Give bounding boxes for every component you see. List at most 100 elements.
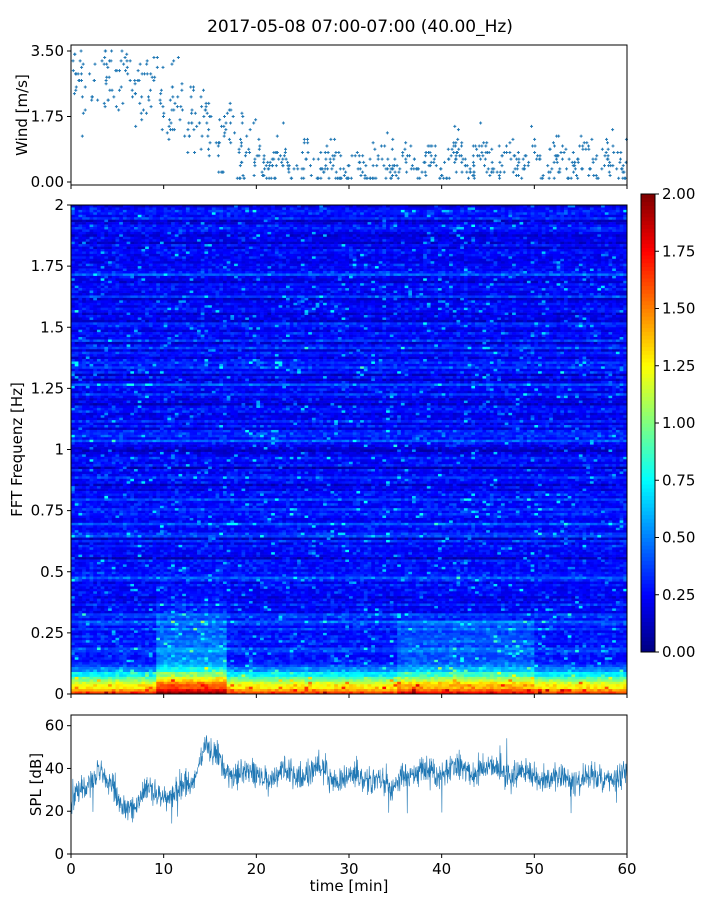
wind-point (477, 144, 481, 148)
spectrogram-cell (589, 268, 595, 272)
spectrogram-cell (326, 244, 331, 247)
spectrogram-cell (152, 212, 157, 216)
spectrogram-cell (608, 251, 613, 255)
spectrogram-cell (134, 239, 139, 242)
spectrogram-cell (248, 229, 254, 233)
spectrogram-cell (512, 258, 517, 262)
spectrogram-cell (111, 258, 116, 262)
spectrogram-cell (293, 231, 298, 235)
wind-point (334, 176, 338, 180)
spectrogram-cell (248, 261, 254, 264)
spectrogram-cell (571, 258, 576, 262)
spectrogram-cell (330, 244, 335, 247)
spectrogram-cell (423, 241, 428, 245)
spectrogram-cell (174, 249, 179, 252)
spectrogram-cell (167, 224, 172, 228)
wind-point (269, 176, 273, 180)
spectrogram-cell (415, 229, 420, 233)
spectrogram-cell (437, 205, 443, 208)
spectrogram-cell (349, 207, 354, 211)
spectrogram-cell (126, 244, 131, 247)
spectrogram-cell (308, 246, 313, 250)
spectrogram-cell (167, 244, 172, 247)
wind-point (145, 72, 149, 76)
spectrogram-cell (289, 207, 294, 211)
spectrogram-cell (519, 263, 524, 267)
spectrogram-cell (441, 268, 446, 272)
spectrogram-cell (241, 229, 246, 233)
spectrogram-cell (482, 239, 487, 242)
spectrogram-cell (489, 212, 494, 216)
spectrogram-cell (571, 241, 576, 245)
spectrogram-cell (167, 256, 172, 260)
wind-point (286, 160, 290, 164)
spectrogram-cell (360, 251, 365, 255)
spectrogram-cell (412, 212, 417, 216)
wind-point (458, 154, 462, 158)
spectrogram-cell (85, 266, 90, 269)
spectrogram-cell (282, 227, 287, 230)
spectrogram-cell (200, 222, 205, 225)
spectrogram-cell (130, 231, 135, 235)
spectrogram-cell (486, 219, 491, 223)
spectrogram-cell (230, 253, 235, 257)
wind-point (548, 147, 552, 151)
wind-point (136, 78, 140, 82)
spectrogram-cell (541, 271, 546, 274)
spectrogram-cell (304, 217, 309, 220)
wind-point (484, 144, 488, 148)
wind-point (600, 167, 604, 171)
spectrogram-cell (219, 219, 224, 223)
spectrogram-cell (108, 256, 113, 260)
spectrogram-cell (460, 266, 465, 269)
spectrogram-cell (182, 229, 187, 233)
wind-point (187, 121, 191, 125)
spectrogram-cell (234, 219, 239, 223)
spectrogram-cell (85, 256, 90, 260)
spectrogram-cell (167, 273, 172, 277)
wind-point (138, 62, 142, 66)
spectrogram-cell (200, 253, 205, 257)
spectrogram-cell (386, 231, 391, 235)
spectrogram-cell (159, 224, 165, 228)
spectrogram-cell (271, 268, 276, 272)
spectrogram-cell (137, 234, 142, 238)
spectrogram-cell (526, 227, 532, 230)
wind-point (239, 137, 243, 141)
spectrogram-cell (108, 249, 113, 252)
spectrogram-cell (93, 246, 98, 250)
spectrogram-cell (578, 217, 583, 220)
spectrogram-cell (423, 205, 428, 208)
spectrogram-cell (115, 231, 120, 235)
spectrogram-cell (163, 219, 168, 223)
spectrogram-cell (71, 239, 76, 242)
spectrogram-cell (508, 246, 513, 250)
spectrogram-cell (308, 224, 313, 228)
spectrogram-cell (85, 234, 90, 238)
spectrogram-cell (293, 246, 298, 250)
wind-point (327, 176, 331, 180)
spectrogram-cell (104, 214, 109, 218)
spectrogram-cell (130, 212, 135, 216)
spectrogram-cell (541, 229, 546, 233)
spectrogram-cell (408, 244, 413, 247)
spectrogram-cell (208, 249, 213, 252)
spectrogram-cell (593, 234, 598, 238)
spectrogram-cell (211, 229, 216, 233)
spectrogram-cell (219, 227, 224, 230)
spectrogram-cell (575, 271, 580, 274)
spectrogram-cell (463, 222, 469, 225)
spectrogram-cell (541, 251, 546, 255)
spectrogram-cell (330, 266, 335, 269)
spectrogram-cell (334, 217, 339, 220)
spectrogram-cell (456, 234, 461, 238)
wind-point (258, 144, 262, 148)
spectrogram-cell (571, 268, 576, 272)
spectrogram-cell (230, 207, 235, 211)
spectrogram-cell (612, 231, 617, 235)
spectrogram-cell (252, 207, 257, 211)
wind-point (432, 160, 436, 164)
spectrogram-cell (237, 258, 242, 262)
spectrogram-cell (182, 219, 187, 223)
spectrogram-cell (260, 253, 265, 257)
